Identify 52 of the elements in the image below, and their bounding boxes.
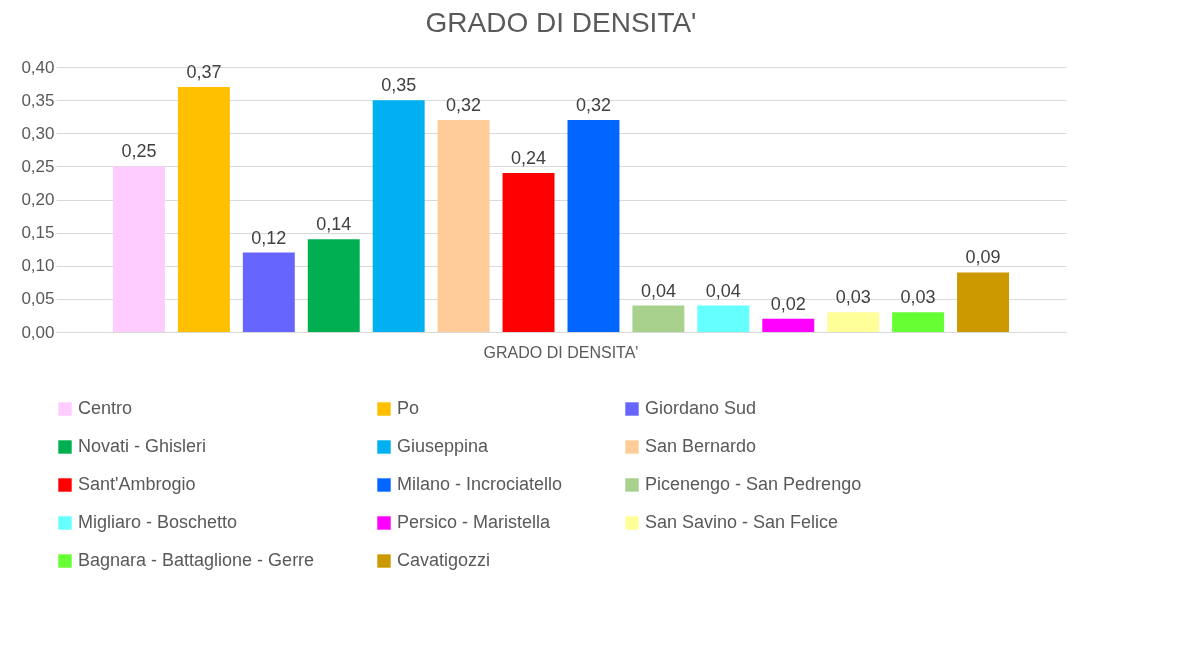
y-tick-label: 0,05 xyxy=(21,289,55,309)
y-tick-label: 0,25 xyxy=(21,156,55,176)
legend-label: Po xyxy=(397,398,420,418)
bar xyxy=(112,166,165,332)
bar xyxy=(632,305,685,332)
bar xyxy=(762,318,815,332)
bar xyxy=(567,120,620,332)
chart-title: GRADO DI DENSITA' xyxy=(425,7,697,38)
y-tick-label: 0,35 xyxy=(21,90,55,110)
data-label: 0,25 xyxy=(121,141,157,162)
bar xyxy=(827,312,880,332)
data-label: 0,03 xyxy=(900,287,936,308)
bar xyxy=(957,272,1010,332)
legend-label: Cavatigozzi xyxy=(397,550,491,570)
y-tick-label: 0,40 xyxy=(21,57,55,77)
y-tick-label: 0,15 xyxy=(21,223,55,243)
legend-label: Sant'Ambrogio xyxy=(78,474,196,494)
data-label: 0,02 xyxy=(770,293,806,314)
bar xyxy=(502,173,555,332)
bar xyxy=(177,86,230,332)
y-tick-label: 0,10 xyxy=(21,256,55,276)
legend-label: San Savino - San Felice xyxy=(645,512,839,532)
y-tick-label: 0,00 xyxy=(21,322,55,342)
legend-label: Novati - Ghisleri xyxy=(78,436,207,456)
data-label: 0,35 xyxy=(381,75,417,96)
bar xyxy=(307,239,360,332)
data-label: 0,12 xyxy=(251,227,287,248)
legend-label: Picenengo - San Pedrengo xyxy=(645,474,862,494)
bar xyxy=(437,120,490,332)
data-label: 0,09 xyxy=(965,247,1001,268)
legend-label: Giordano Sud xyxy=(645,398,757,418)
legend-label: Bagnara - Battaglione - Gerre xyxy=(78,550,315,570)
data-label: 0,32 xyxy=(446,95,482,115)
legend-label: Centro xyxy=(78,398,133,418)
bar xyxy=(242,252,295,332)
bar xyxy=(372,100,425,332)
data-label: 0,14 xyxy=(316,214,352,235)
data-label: 0,32 xyxy=(575,95,611,115)
legend-label: Milano - Incrociatello xyxy=(397,474,563,494)
data-label: 0,37 xyxy=(186,61,222,82)
data-label: 0,03 xyxy=(835,287,871,308)
legend-label: Persico - Maristella xyxy=(397,512,552,532)
legend-label: San Bernardo xyxy=(645,436,757,456)
bar xyxy=(697,305,750,332)
data-label: 0,04 xyxy=(705,280,741,301)
bar xyxy=(892,312,945,332)
data-label: 0,04 xyxy=(640,280,676,301)
y-tick-label: 0,30 xyxy=(21,123,55,143)
y-tick-label: 0,20 xyxy=(21,190,55,209)
legend-label: Migliaro - Boschetto xyxy=(78,512,238,532)
legend-label: Giuseppina xyxy=(397,436,490,456)
data-label: 0,24 xyxy=(511,148,547,168)
